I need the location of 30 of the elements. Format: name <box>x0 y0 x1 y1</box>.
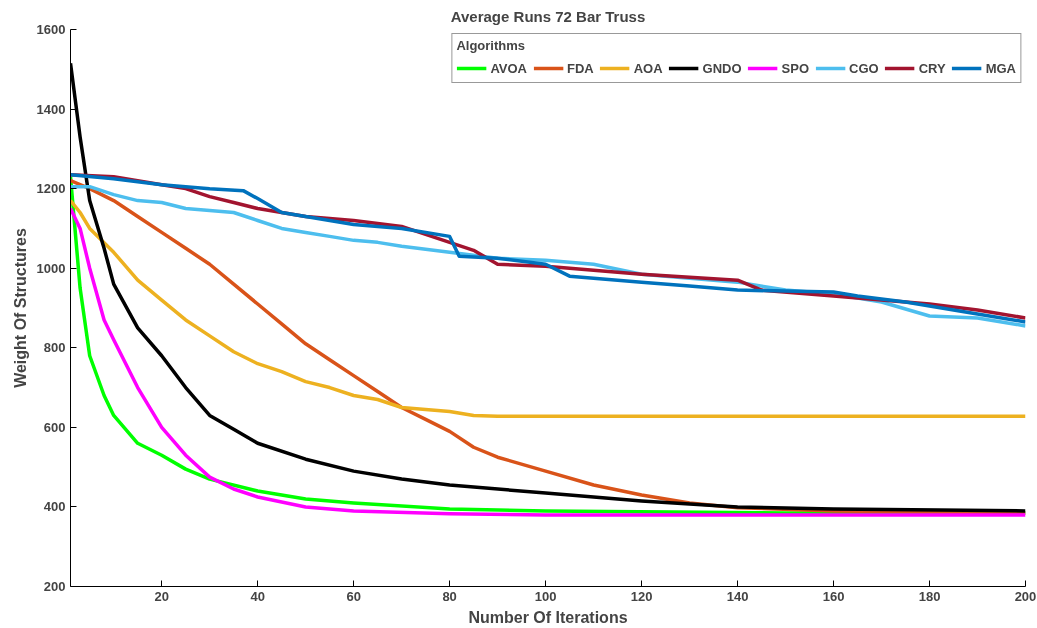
y-tick-label: 1200 <box>36 181 66 197</box>
y-tick-label: 1400 <box>36 101 66 117</box>
legend-label: SPO <box>781 60 810 76</box>
x-tick-label: 160 <box>822 588 845 604</box>
legend-label: AVOA <box>490 60 527 76</box>
legend-label: FDA <box>566 60 594 76</box>
legend-title: Algorithms <box>456 38 526 53</box>
x-tick-label: 120 <box>630 588 653 604</box>
x-tick-label: 100 <box>534 588 557 604</box>
x-tick-label: 200 <box>1014 588 1037 604</box>
y-tick-label: 600 <box>43 419 66 435</box>
legend-label: MGA <box>985 60 1016 76</box>
legend-label: AOA <box>633 60 663 76</box>
line-series <box>70 198 1026 418</box>
y-axis-title: Weight Of Structures <box>11 228 29 388</box>
legend-label: GNDO <box>702 60 742 76</box>
y-tick-label: 1000 <box>36 260 66 276</box>
x-tick-label: 40 <box>250 588 265 604</box>
x-tick-label: 80 <box>442 588 457 604</box>
x-tick-label: 20 <box>154 588 169 604</box>
x-tick-label: 180 <box>918 588 941 604</box>
x-tick-label: 60 <box>346 588 361 604</box>
y-tick-label: 400 <box>43 499 66 515</box>
x-axis-title: Number Of Iterations <box>468 608 628 626</box>
legend-label: CRY <box>918 60 946 76</box>
x-tick-label: 140 <box>726 588 749 604</box>
y-tick-label: 1600 <box>36 22 66 37</box>
chart-title: Average Runs 72 Bar Truss <box>450 7 646 25</box>
y-tick-label: 800 <box>43 340 66 356</box>
legend-label: CGO <box>849 60 879 76</box>
